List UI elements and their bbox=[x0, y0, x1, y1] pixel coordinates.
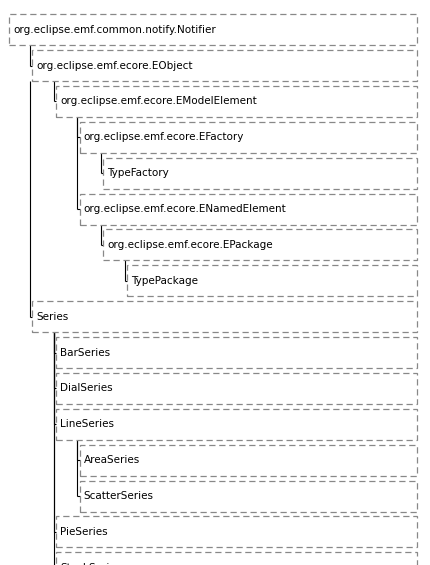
Text: LineSeries: LineSeries bbox=[60, 419, 114, 429]
Text: AreaSeries: AreaSeries bbox=[84, 455, 140, 465]
Text: StockSeries: StockSeries bbox=[60, 563, 121, 565]
Text: Series: Series bbox=[37, 312, 69, 321]
Text: BarSeries: BarSeries bbox=[60, 347, 111, 358]
Text: org.eclipse.emf.ecore.ENamedElement: org.eclipse.emf.ecore.ENamedElement bbox=[84, 204, 287, 214]
Text: ScatterSeries: ScatterSeries bbox=[84, 491, 154, 501]
Text: TypePackage: TypePackage bbox=[131, 276, 198, 286]
Text: org.eclipse.emf.common.notify.Notifier: org.eclipse.emf.common.notify.Notifier bbox=[13, 25, 216, 34]
Text: org.eclipse.emf.ecore.EPackage: org.eclipse.emf.ecore.EPackage bbox=[108, 240, 273, 250]
Text: org.eclipse.emf.ecore.EModelElement: org.eclipse.emf.ecore.EModelElement bbox=[60, 97, 257, 106]
Text: DialSeries: DialSeries bbox=[60, 384, 113, 393]
Text: PieSeries: PieSeries bbox=[60, 527, 108, 537]
Text: org.eclipse.emf.ecore.EFactory: org.eclipse.emf.ecore.EFactory bbox=[84, 132, 244, 142]
Text: TypeFactory: TypeFactory bbox=[108, 168, 169, 178]
Text: org.eclipse.emf.ecore.EObject: org.eclipse.emf.ecore.EObject bbox=[37, 60, 193, 71]
